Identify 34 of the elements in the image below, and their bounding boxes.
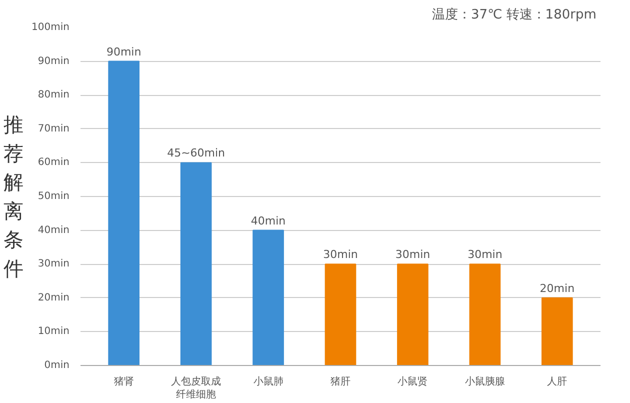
y-tick-label: 60min	[38, 157, 70, 168]
bar	[108, 60, 140, 366]
y-tick-label: 70min	[38, 123, 70, 134]
x-tick-label: 猪肝	[330, 376, 350, 388]
x-tick-label: 人肝	[547, 376, 568, 388]
data-label: 45~60min	[167, 146, 226, 160]
y-tick-label: 10min	[38, 326, 70, 338]
data-label: 20min	[540, 282, 575, 295]
bar	[469, 264, 501, 366]
y-tick-label: 50min	[38, 191, 70, 202]
x-tick-label: 小鼠胰腺	[464, 376, 505, 388]
x-tick-label: 小鼠贤	[398, 376, 428, 388]
bar	[252, 230, 284, 366]
x-tick-label: 猪肾	[114, 376, 134, 388]
y-tick-label: 80min	[38, 90, 70, 101]
x-tick-label: 小鼠肺	[253, 376, 284, 388]
bar	[180, 162, 212, 366]
y-tick-label: 20min	[38, 292, 70, 304]
data-label: 30min	[323, 248, 358, 262]
y-tick-label: 90min	[38, 56, 70, 67]
y-tick-label: 30min	[38, 258, 70, 270]
data-label: 30min	[395, 248, 430, 262]
data-label: 30min	[468, 248, 502, 262]
y-axis-title: 推荐解离条件	[4, 112, 24, 280]
bar	[397, 264, 428, 366]
y-tick-label: 40min	[38, 224, 70, 236]
x-tick-label: 人包皮取成纤维细胞	[171, 376, 222, 401]
text: 温度：37℃ 转速：180rpm	[432, 6, 596, 22]
bar	[324, 264, 356, 366]
y-tick-label: 100min	[32, 22, 70, 33]
y-tick-label: 0min	[44, 360, 70, 371]
data-label: 90min	[106, 45, 142, 58]
bar	[542, 297, 573, 366]
data-label: 40min	[250, 214, 286, 228]
